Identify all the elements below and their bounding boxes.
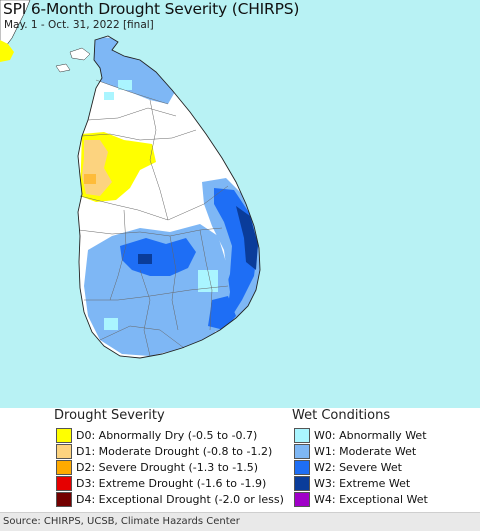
legend-item-d1: D1: Moderate Drought (-0.8 to -1.2) [56,443,272,459]
legend-item-d3: D3: Extreme Drought (-1.6 to -1.9) [56,475,266,491]
legend: Drought Severity Wet Conditions D0: Abno… [0,408,480,512]
source-credit: Source: CHIRPS, UCSB, Climate Hazards Ce… [3,516,240,527]
west-severe-speck [84,174,96,184]
severity-layer [80,36,260,356]
swatch-w0 [294,427,310,443]
north-light-patch [118,80,132,90]
district-boundaries [78,79,229,357]
legend-label-w1: W1: Moderate Wet [314,444,417,458]
drought-severity-heading: Drought Severity [54,408,165,423]
southeast-severe [208,296,236,330]
map-area: SPI 6-Month Drought Severity (CHIRPS) Ma… [0,0,480,408]
legend-label-w2: W2: Severe Wet [314,460,402,474]
legend-label-d2: D2: Severe Drought (-1.3 to -1.5) [76,460,259,474]
swatch-w3 [294,475,310,491]
legend-label-d1: D1: Moderate Drought (-0.8 to -1.2) [76,444,273,458]
swatch-d4 [56,491,72,507]
sri-lanka-map [0,0,261,359]
swatch-w2 [294,459,310,475]
southwest-light-patch [104,318,118,330]
legend-item-w4: W4: Exceptional Wet [294,491,428,507]
southeast-light-patch [198,270,218,292]
legend-item-w3: W3: Extreme Wet [294,475,410,491]
legend-item-w1: W1: Moderate Wet [294,443,416,459]
legend-item-d2: D2: Severe Drought (-1.3 to -1.5) [56,459,258,475]
legend-item-w0: W0: Abnormally Wet [294,427,427,443]
legend-label-w3: W3: Extreme Wet [314,476,411,490]
swatch-d2 [56,459,72,475]
island-outline [77,35,261,359]
central-severe-wet [120,238,196,276]
swatch-w4 [294,491,310,507]
east-extreme-wet [236,206,258,270]
legend-item-d0: D0: Abnormally Dry (-0.5 to -0.7) [56,427,257,443]
legend-label-d3: D3: Extreme Drought (-1.6 to -1.9) [76,476,267,490]
jaffna-islands [55,47,91,73]
legend-label-w0: W0: Abnormally Wet [314,428,427,442]
legend-item-d4: D4: Exceptional Drought (-2.0 or less) [56,491,284,507]
swatch-d3 [56,475,72,491]
legend-label-w4: W4: Exceptional Wet [314,492,428,506]
north-light-patch-2 [104,92,114,100]
swatch-w1 [294,443,310,459]
legend-label-d0: D0: Abnormally Dry (-0.5 to -0.7) [76,428,258,442]
map-title: SPI 6-Month Drought Severity (CHIRPS) [3,0,300,18]
legend-label-d4: D4: Exceptional Drought (-2.0 or less) [76,492,284,506]
swatch-d1 [56,443,72,459]
india-dry-patch [0,40,14,62]
north-wet-region [92,36,176,104]
footer: Source: CHIRPS, UCSB, Climate Hazards Ce… [0,512,480,531]
legend-item-w2: W2: Severe Wet [294,459,402,475]
map-subtitle: May. 1 - Oct. 31, 2022 [final] [4,19,154,31]
central-extreme-speck [138,254,152,264]
wet-conditions-heading: Wet Conditions [292,408,391,423]
swatch-d0 [56,427,72,443]
